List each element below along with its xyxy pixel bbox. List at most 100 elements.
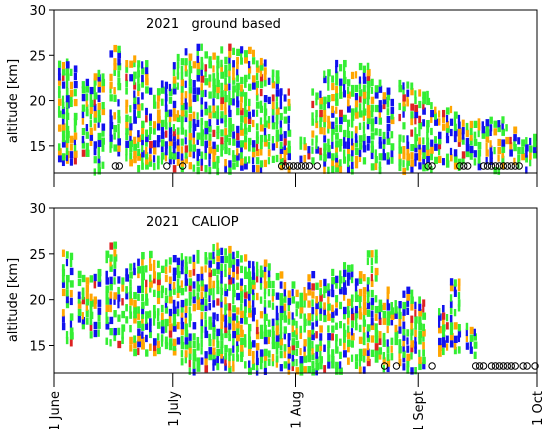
aerosol-cell — [196, 153, 199, 162]
aerosol-cell — [366, 116, 371, 125]
aerosol-cell — [287, 115, 291, 123]
aerosol-cell — [172, 114, 177, 122]
aerosol-cell — [168, 338, 173, 346]
aerosol-cell — [457, 134, 462, 143]
aerosol-cell — [168, 283, 172, 291]
aerosol-cell — [81, 141, 86, 149]
aerosol-cell — [426, 120, 430, 128]
aerosol-cell — [196, 74, 200, 82]
aerosol-cell — [445, 107, 450, 115]
aerosol-cell — [125, 127, 129, 135]
aerosol-cell — [291, 281, 296, 289]
aerosol-cell — [311, 368, 315, 376]
aerosol-cell — [323, 143, 327, 151]
aerosol-cell — [168, 134, 173, 142]
aerosol-cell — [212, 339, 215, 347]
aerosol-cell — [240, 349, 244, 357]
aerosol-cell — [410, 328, 414, 336]
aerosol-cell — [525, 155, 529, 163]
aerosol-cell — [200, 318, 203, 327]
observation-column — [445, 105, 458, 170]
aerosol-cell — [251, 57, 256, 65]
aerosol-cell — [240, 265, 244, 274]
aerosol-cell — [244, 74, 248, 83]
aerosol-cell — [176, 285, 181, 293]
aerosol-cell — [382, 131, 386, 140]
aerosol-cell — [93, 123, 97, 131]
aerosol-cell — [180, 138, 184, 146]
aerosol-cell — [255, 131, 259, 139]
aerosol-cell — [267, 336, 270, 344]
aerosol-cell — [283, 315, 288, 323]
aerosol-cell — [57, 105, 61, 113]
aerosol-cell — [449, 322, 454, 330]
aerosol-cell — [73, 157, 77, 165]
aerosol-cell — [65, 100, 69, 109]
aerosol-cell — [133, 316, 137, 324]
aerosol-cell — [224, 107, 227, 115]
aerosol-cell — [362, 274, 366, 282]
aerosol-cell — [204, 252, 208, 260]
aerosol-cell — [323, 344, 326, 352]
aerosol-cell — [350, 120, 354, 128]
aerosol-cell — [184, 97, 187, 105]
aerosol-cell — [97, 139, 102, 148]
aerosol-cell — [279, 350, 283, 359]
aerosol-cell — [331, 75, 335, 83]
aerosol-cell — [287, 152, 291, 161]
aerosol-cell — [247, 98, 251, 107]
aerosol-cell — [299, 136, 303, 144]
aerosol-cell — [287, 88, 290, 96]
aerosol-cell — [109, 264, 113, 272]
aerosol-cell — [398, 158, 402, 166]
aerosol-cell — [196, 112, 199, 120]
aerosol-cell — [247, 281, 252, 290]
aerosol-cell — [414, 336, 417, 344]
aerosol-cell — [346, 339, 351, 347]
aerosol-cell — [418, 337, 422, 345]
aerosol-cell — [224, 330, 228, 339]
aerosol-cell — [168, 96, 173, 104]
aerosol-cell — [449, 278, 454, 286]
aerosol-cell — [339, 270, 342, 278]
aerosol-cell — [228, 253, 232, 261]
aerosol-cell — [497, 167, 501, 175]
aerosol-cell — [184, 48, 188, 56]
aerosol-cell — [137, 110, 141, 119]
aerosol-cell — [61, 280, 65, 288]
aerosol-cell — [81, 104, 86, 112]
aerosol-cell — [220, 103, 224, 111]
aerosol-cell — [422, 329, 426, 337]
aerosol-cell — [323, 365, 327, 373]
aerosol-cell — [311, 88, 315, 96]
no-data-marker — [531, 362, 539, 370]
aerosol-cell — [343, 323, 346, 331]
aerosol-cell — [176, 132, 180, 140]
aerosol-cell — [335, 92, 339, 101]
aerosol-cell — [180, 266, 184, 275]
aerosol-cell — [275, 134, 280, 142]
aerosol-cell — [129, 60, 134, 68]
aerosol-cell — [339, 144, 342, 152]
aerosol-cell — [350, 108, 355, 116]
aerosol-cell — [109, 50, 114, 58]
aerosol-cell — [263, 336, 268, 345]
aerosol-cell — [251, 277, 256, 285]
aerosol-cell — [101, 107, 106, 116]
aerosol-cell — [335, 124, 339, 133]
aerosol-cell — [354, 130, 358, 138]
aerosol-cell — [343, 59, 347, 68]
aerosol-cell — [172, 267, 177, 275]
aerosol-cell — [236, 74, 239, 82]
aerosol-cell — [196, 297, 200, 305]
aerosol-cell — [414, 316, 418, 324]
aerosol-cell — [224, 77, 227, 85]
aerosol-cell — [441, 334, 446, 342]
no-data-marker — [507, 362, 515, 370]
aerosol-cell — [339, 165, 343, 174]
aerosol-cell — [283, 282, 287, 290]
aerosol-cell — [331, 283, 334, 291]
aerosol-cell — [228, 75, 231, 84]
aerosol-cell — [61, 61, 65, 70]
aerosol-cell — [402, 160, 405, 168]
